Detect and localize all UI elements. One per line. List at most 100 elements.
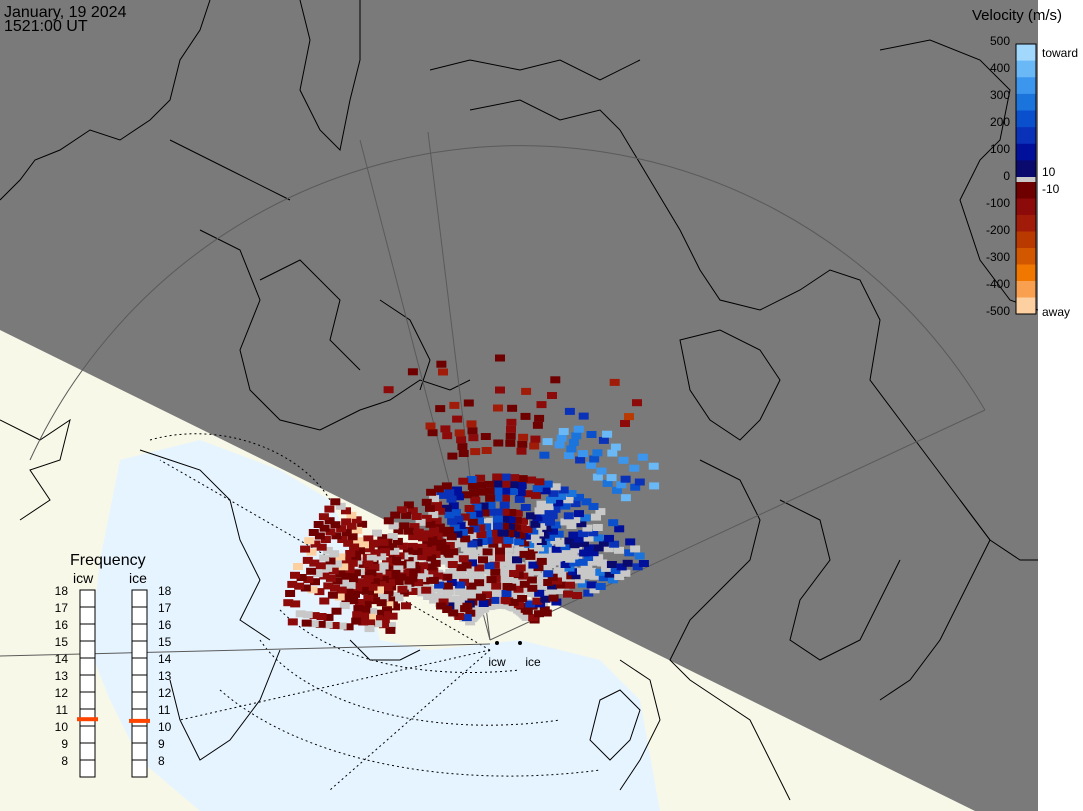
- velocity-cell: [343, 623, 354, 631]
- velocity-cell: [396, 573, 407, 581]
- velocity-cell: [358, 586, 369, 594]
- frequency-cell: [131, 657, 148, 676]
- velocity-cell: [303, 576, 314, 584]
- velocity-cell: [504, 522, 515, 530]
- date-label: January, 19 2024: [4, 4, 127, 21]
- frequency-scale-label: 18: [55, 584, 69, 598]
- velocity-cell: [385, 579, 395, 587]
- velocity-cell: [343, 588, 354, 596]
- velocity-cell: [442, 432, 453, 440]
- legend-toward-label: toward: [1042, 46, 1078, 60]
- velocity-cell: [630, 483, 641, 491]
- velocity-cell: [307, 586, 318, 594]
- velocity-cell: [538, 572, 549, 580]
- velocity-cell: [345, 582, 356, 590]
- velocity-cell: [444, 602, 455, 610]
- velocity-cell: [498, 536, 509, 544]
- velocity-cell: [351, 617, 362, 625]
- velocity-cell: [458, 555, 469, 563]
- velocity-cell: [536, 500, 547, 508]
- velocity-cell: [554, 567, 564, 575]
- velocity-cell: [580, 514, 591, 522]
- night-region: [0, 0, 1038, 811]
- velocity-cell: [441, 482, 452, 490]
- velocity-cell: [606, 474, 617, 482]
- velocity-cell: [614, 573, 625, 581]
- velocity-cell: [478, 502, 489, 510]
- velocity-cell: [355, 547, 365, 555]
- velocity-cell: [344, 566, 355, 574]
- velocity-cell: [416, 574, 427, 582]
- velocity-cell: [542, 480, 553, 488]
- velocity-cell: [449, 401, 460, 409]
- velocity-cell: [526, 534, 537, 542]
- velocity-cell: [520, 532, 531, 540]
- velocity-cell: [387, 533, 398, 540]
- velocity-cell: [488, 536, 498, 544]
- velocity-cell: [564, 564, 575, 572]
- velocity-cell: [308, 620, 319, 628]
- velocity-cell: [331, 560, 342, 568]
- velocity-cell: [592, 473, 603, 481]
- velocity-cell: [550, 505, 561, 513]
- velocity-cell: [526, 476, 537, 484]
- velocity-cell: [385, 626, 396, 634]
- velocity-cell: [573, 425, 584, 433]
- colorbar-segment-away: [1016, 281, 1036, 298]
- velocity-cell: [588, 529, 599, 537]
- velocity-cell: [556, 434, 567, 442]
- velocity-cell: [365, 619, 376, 627]
- velocity-cell: [595, 583, 606, 590]
- velocity-cell: [501, 590, 512, 597]
- velocity-cell: [366, 554, 377, 562]
- velocity-cell: [482, 591, 492, 599]
- velocity-cell: [369, 578, 380, 586]
- velocity-cell: [516, 524, 527, 532]
- velocity-cell: [330, 498, 341, 506]
- frequency-scale-label: 8: [158, 754, 165, 768]
- velocity-cell: [346, 522, 357, 530]
- velocity-cell: [536, 557, 547, 565]
- velocity-cell: [372, 620, 383, 628]
- velocity-cell: [378, 594, 389, 602]
- velocity-cell: [495, 554, 505, 562]
- velocity-cell: [461, 491, 472, 499]
- velocity-cell: [560, 561, 571, 568]
- velocity-cell: [372, 572, 383, 580]
- colorbar-segment-away: [1016, 215, 1036, 232]
- velocity-cell: [398, 589, 409, 597]
- velocity-cell: [576, 520, 587, 528]
- velocity-cell: [649, 482, 660, 490]
- velocity-cell: [558, 486, 569, 494]
- velocity-cell: [385, 622, 396, 630]
- velocity-cell: [540, 583, 551, 591]
- velocity-cell: [534, 478, 545, 486]
- velocity-colorbar: [1015, 43, 1037, 315]
- velocity-cell: [352, 526, 363, 534]
- velocity-cell: [620, 569, 631, 577]
- frequency-scale-label: 16: [158, 618, 172, 632]
- velocity-cell: [467, 540, 478, 548]
- velocity-cell: [570, 516, 581, 524]
- velocity-cell: [484, 603, 495, 611]
- colorbar-segment-zero: [1016, 177, 1036, 182]
- velocity-cell: [434, 581, 445, 589]
- velocity-cell: [405, 561, 416, 569]
- velocity-cell: [500, 494, 510, 502]
- velocity-cell: [568, 568, 579, 576]
- velocity-cell: [423, 559, 434, 567]
- velocity-cell: [417, 553, 428, 561]
- velocity-cell: [539, 451, 550, 459]
- velocity-cell: [539, 606, 550, 614]
- velocity-cell: [442, 582, 453, 590]
- velocity-cell: [447, 561, 458, 568]
- colorbar-segment-away: [1016, 182, 1036, 199]
- velocity-cell: [316, 613, 327, 620]
- velocity-cell: [614, 546, 624, 554]
- velocity-cell: [610, 443, 621, 451]
- velocity-cell: [519, 539, 530, 547]
- velocity-cell: [475, 474, 486, 482]
- velocity-cell: [505, 516, 516, 523]
- velocity-cell: [452, 486, 462, 494]
- velocity-cell: [466, 476, 477, 483]
